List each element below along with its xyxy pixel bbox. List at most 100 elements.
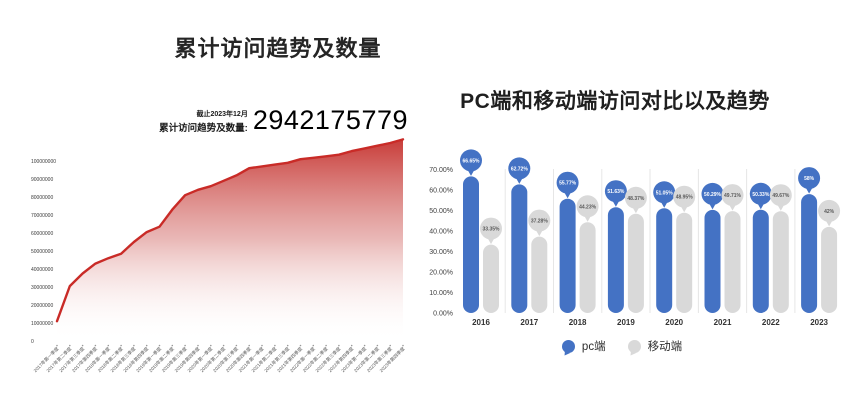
y-axis-tick-label: 70000000: [31, 213, 53, 219]
x-axis-tick: [133, 344, 135, 347]
y-axis-tick-label: 10000000: [31, 321, 53, 327]
value-bubble: [624, 186, 647, 209]
x-axis-tick: [145, 344, 148, 347]
annotation-asof-label: 截止2023年12月: [196, 110, 248, 118]
bar-mobile: [772, 211, 789, 313]
value-bubble-label: 49.71%: [724, 193, 742, 199]
bar-pc: [704, 209, 721, 313]
x-axis-tick: [184, 344, 186, 347]
bar-mobile: [483, 244, 499, 313]
mobile-lollipop: 42%: [818, 199, 841, 313]
mobile-lollipop: 33.35%: [480, 217, 502, 313]
value-bubble-label: 33.35%: [483, 227, 501, 233]
value-bubble: [653, 181, 676, 204]
year-label: 2020: [665, 318, 683, 327]
x-axis-tick: [158, 344, 161, 347]
y-axis-tick-label: 20000000: [31, 303, 53, 309]
x-axis-tick: [248, 344, 250, 347]
mobile-lollipop: 44.23%: [576, 195, 599, 313]
pc-legend-marker-icon: [561, 339, 575, 353]
annotation-total-value: 2942175779: [252, 105, 408, 135]
bar-pc: [801, 194, 818, 313]
pc-lollipop: 66.65%: [460, 149, 482, 313]
y-axis-tick-label: 10.00%: [429, 290, 453, 297]
y-axis-tick-label: 60000000: [31, 231, 53, 237]
value-bubble: [673, 185, 696, 208]
year-label: 2016: [472, 318, 490, 327]
x-axis-tick: [363, 344, 366, 347]
legend-item-pc: pc端: [561, 338, 606, 354]
right-chart-title: PC端和移动端访问对比以及趋势: [460, 90, 770, 113]
y-axis-tick-label: 70.00%: [429, 167, 453, 174]
legend-item-mobile: 移动端: [627, 338, 683, 354]
bar-mobile: [821, 226, 838, 313]
bar-mobile: [676, 212, 693, 313]
bar-mobile: [627, 213, 644, 313]
category-separators: [504, 169, 796, 313]
value-bubble-label: 66.65%: [463, 158, 481, 164]
pc-lollipop: 51.05%: [653, 181, 676, 313]
year-label: 2017: [520, 318, 538, 327]
bar-pc: [752, 209, 769, 313]
x-axis-tick: [94, 344, 97, 347]
bar-pc: [656, 208, 673, 313]
bar-mobile: [531, 236, 548, 313]
annotation-metric-label: 累计访问趋势及数量:: [159, 122, 248, 134]
x-axis-tick: [197, 344, 199, 347]
pc-lollipop: 50.29%: [701, 182, 724, 313]
trend-line: [55, 138, 405, 323]
pc-lollipop: 55.77%: [556, 171, 579, 313]
bar-pc: [463, 176, 479, 313]
annotation-text-column: 截止2023年12月 累计访问趋势及数量:: [159, 109, 248, 134]
pc-lollipop: 50.33%: [749, 182, 772, 313]
x-axis-tick: [376, 344, 379, 347]
y-axis-tick-label: 40.00%: [429, 229, 453, 236]
bar-pc: [607, 207, 624, 313]
x-axis-tick: [171, 344, 174, 347]
y-axis-tick-label: 20.00%: [429, 270, 453, 277]
x-axis-tick: [312, 344, 315, 347]
value-bubble: [508, 157, 531, 180]
x-axis-tick: [299, 344, 302, 347]
x-axis-tick: [402, 344, 404, 347]
x-axis-tick: [107, 344, 110, 347]
value-bubble-label: 50.33%: [752, 192, 770, 198]
year-label: 2023: [810, 318, 828, 327]
value-bubble: [701, 182, 724, 205]
mobile-lollipop: 49.67%: [769, 184, 792, 313]
y-axis-tick-label: 50000000: [31, 249, 53, 255]
year-label: 2021: [714, 318, 732, 327]
chart-legend: pc端 移动端: [426, 338, 818, 354]
y-axis-tick-label: 50.00%: [429, 208, 453, 215]
y-axis: 0.00% 10.00% 20.00% 30.00% 40.00% 50.00% 60.00…: [429, 167, 453, 318]
pc-legend-label: pc端: [581, 341, 606, 353]
x-axis-tick: [69, 344, 71, 347]
value-bubble: [556, 171, 579, 194]
x-axis-tick: [235, 344, 238, 347]
pc-lollipop: 51.63%: [604, 180, 627, 313]
value-bubble-label: 42%: [824, 209, 835, 215]
mobile-lollipop: 48.95%: [673, 185, 696, 313]
year-label: 2022: [762, 318, 780, 327]
mobile-legend-label: 移动端: [647, 341, 683, 353]
value-bubble: [798, 167, 821, 190]
pc-lollipop: 58%: [798, 167, 821, 313]
value-bubble-label: 50.29%: [704, 192, 722, 198]
mobile-lollipop: 48.37%: [624, 186, 647, 313]
bar-pc: [511, 184, 528, 313]
pc-mobile-chart-panel: 0.00% 10.00% 20.00% 30.00% 40.00% 50.00% 60.00…: [426, 0, 852, 411]
value-bubble: [460, 149, 482, 172]
x-axis-tick: [350, 344, 353, 347]
year-label: 2019: [617, 318, 635, 327]
x-axis-tick: [81, 344, 84, 347]
value-bubble: [818, 199, 841, 222]
pc-mobile-lollipop-chart: 0.00% 10.00% 20.00% 30.00% 40.00% 50.00% 60.00…: [429, 149, 841, 327]
y-axis-tick-label: 0.00%: [433, 311, 453, 318]
value-bubble-label: 55.77%: [559, 181, 577, 187]
value-bubble: [749, 182, 772, 205]
y-axis-tick-label: 80000000: [31, 195, 53, 201]
value-bubble: [721, 184, 744, 207]
bar-pc: [559, 198, 576, 313]
value-bubble: [528, 209, 551, 232]
mobile-lollipop: 37.28%: [528, 209, 551, 313]
